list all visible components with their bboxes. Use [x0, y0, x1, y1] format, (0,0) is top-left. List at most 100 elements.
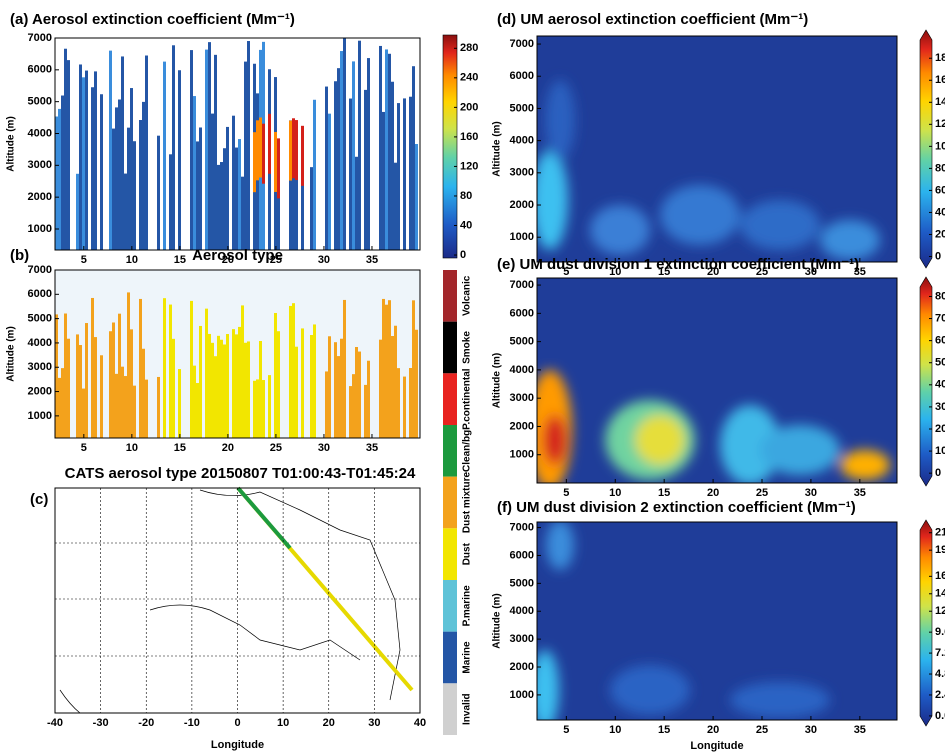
strip [133, 385, 136, 438]
colorbar-tick-label: 180 [935, 52, 945, 64]
colorbar-tick-label: 160 [460, 131, 478, 143]
plot-frame [536, 521, 898, 721]
strip [241, 176, 244, 250]
strip [295, 172, 298, 250]
strip [193, 96, 196, 250]
legend-label: Clean/bg [462, 430, 473, 472]
strip [79, 345, 82, 438]
strip [340, 51, 343, 250]
strip [295, 120, 298, 181]
legend-label: Dust mixture [462, 472, 473, 534]
x-tick-label: 30 [318, 254, 330, 266]
legend-swatch [443, 631, 457, 684]
strip [67, 60, 70, 251]
strip [385, 304, 388, 438]
strip [262, 123, 265, 184]
strip [382, 111, 385, 250]
strip [253, 132, 256, 193]
legend-label: Smoke [462, 331, 473, 364]
strip [220, 162, 223, 250]
strip [334, 81, 337, 250]
strip [388, 53, 391, 251]
colorbar-tick-label: 7.2 [935, 647, 945, 659]
strip [163, 61, 166, 250]
x-tick-label: -20 [138, 717, 154, 729]
y-tick-label: 2000 [510, 661, 534, 673]
strip [211, 342, 214, 438]
strip [82, 388, 85, 438]
strip [301, 125, 304, 186]
strip [91, 87, 94, 250]
panel-title: (d) UM aerosol extinction coefficient (M… [497, 11, 808, 28]
strip [241, 305, 244, 438]
y-tick-label: 4000 [510, 605, 534, 617]
strip [124, 173, 127, 250]
x-tick-label: -10 [184, 717, 200, 729]
strip [391, 81, 394, 250]
strip [193, 365, 196, 438]
strip [292, 118, 295, 179]
x-tick-label: 10 [277, 717, 289, 729]
y-tick-label: 1000 [28, 410, 52, 422]
strip [343, 299, 346, 438]
strip [328, 113, 331, 250]
strip [244, 61, 247, 250]
strip [364, 89, 367, 250]
strip [340, 338, 343, 438]
strip [247, 341, 250, 438]
strip [343, 38, 346, 251]
x-axis-label: Longitude [690, 740, 743, 752]
strip [211, 113, 214, 250]
strip [196, 383, 199, 438]
colorbar-tick-label: 12 [935, 605, 945, 617]
strip [235, 334, 238, 438]
strip [214, 54, 217, 250]
strip [289, 120, 292, 250]
x-tick-label: 5 [563, 487, 569, 499]
strip [268, 375, 271, 438]
strip [238, 139, 241, 250]
strip [415, 329, 418, 438]
colorbar-tick-label: 40 [460, 219, 472, 231]
x-tick-label: 35 [366, 442, 378, 454]
strip [412, 66, 415, 251]
strip [100, 94, 103, 250]
strip [415, 143, 418, 250]
strip [118, 99, 121, 250]
strip [325, 86, 328, 251]
y-axis-label: Altitude (m) [492, 121, 503, 177]
strip [157, 135, 160, 250]
strip [388, 300, 391, 438]
strip [130, 329, 133, 438]
x-tick-label: 10 [126, 254, 138, 266]
x-tick-label: 15 [174, 254, 186, 266]
y-tick-label: 4000 [510, 135, 534, 147]
strip [142, 348, 145, 438]
x-tick-label: 10 [126, 442, 138, 454]
strip [232, 115, 235, 250]
strip [337, 68, 340, 250]
strip [337, 356, 340, 438]
x-tick-label: 25 [270, 442, 282, 454]
colorbar-tick-label: 240 [460, 72, 478, 84]
y-tick-label: 5000 [510, 336, 534, 348]
colorbar-tick-label: 80 [935, 162, 945, 174]
strip [247, 41, 250, 250]
panel-title: CATS aerosol type 20150807 T01:00:43-T01… [65, 465, 416, 482]
strip [85, 323, 88, 438]
y-tick-label: 2000 [28, 385, 52, 397]
x-tick-label: 25 [756, 724, 768, 736]
strip [220, 339, 223, 438]
strip [142, 101, 145, 251]
strip [130, 88, 133, 251]
legend-swatch [443, 425, 457, 477]
y-tick-label: 7000 [28, 32, 52, 44]
strip [355, 347, 358, 438]
strip [364, 384, 367, 438]
y-tick-label: 5000 [28, 313, 52, 325]
heatmap-e [537, 278, 897, 483]
strip [133, 141, 136, 250]
strip [217, 164, 220, 250]
strip [277, 138, 280, 199]
